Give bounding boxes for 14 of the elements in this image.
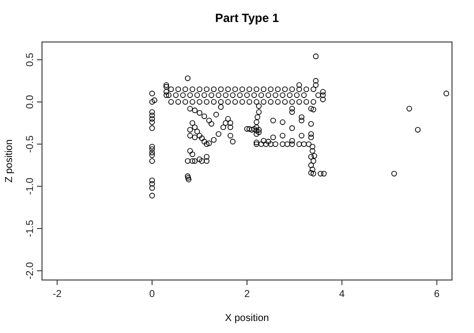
x-tick-label: 4 — [339, 289, 346, 300]
x-axis-title: X position — [225, 313, 269, 324]
y-axis-title: Z position — [4, 139, 15, 183]
y-tick-label: -0.5 — [25, 135, 36, 153]
x-tick-label: 6 — [434, 289, 440, 300]
chart-title: Part Type 1 — [215, 11, 280, 25]
y-tick-label: -2.0 — [25, 262, 36, 280]
x-tick-label: 2 — [244, 289, 250, 300]
y-tick-label: 0.0 — [25, 94, 36, 109]
y-tick-label: -1.0 — [25, 177, 36, 195]
y-tick-label: 0.5 — [25, 52, 36, 67]
x-tick-label: 0 — [149, 289, 156, 300]
y-tick-label: -1.5 — [25, 219, 36, 238]
x-tick-label: -2 — [52, 289, 62, 300]
